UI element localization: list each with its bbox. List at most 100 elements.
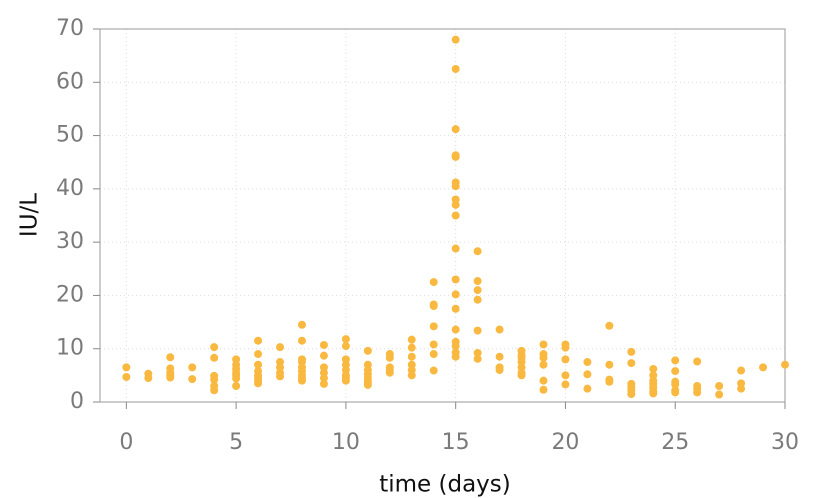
point <box>561 355 570 364</box>
point <box>473 354 482 363</box>
point <box>473 247 482 256</box>
point <box>363 346 372 355</box>
point <box>385 368 394 377</box>
point <box>341 335 350 344</box>
point <box>122 372 131 381</box>
point <box>122 363 131 372</box>
point <box>429 366 438 375</box>
point <box>276 343 285 352</box>
point <box>539 340 548 349</box>
y-tick-label: 0 <box>70 389 84 414</box>
point <box>473 295 482 304</box>
x-tick-label: 15 <box>442 430 470 455</box>
point <box>737 366 746 375</box>
point <box>297 376 306 385</box>
plot-frame <box>99 28 786 403</box>
point <box>781 360 789 369</box>
point <box>715 390 724 399</box>
point <box>627 359 636 368</box>
point <box>451 64 460 73</box>
point <box>583 358 592 367</box>
point <box>649 364 658 373</box>
point <box>451 325 460 334</box>
point <box>715 382 724 391</box>
point <box>232 374 241 383</box>
point <box>429 302 438 311</box>
point <box>297 320 306 329</box>
point <box>363 380 372 389</box>
point <box>254 336 263 345</box>
point <box>451 35 460 44</box>
y-tick-label: 60 <box>56 69 84 94</box>
point <box>451 152 460 161</box>
point <box>539 360 548 369</box>
point <box>429 350 438 359</box>
point <box>451 125 460 134</box>
point <box>583 384 592 393</box>
x-tick-label: 30 <box>771 430 799 455</box>
point <box>561 343 570 352</box>
point <box>495 352 504 361</box>
point <box>188 375 197 384</box>
x-tick-label: 0 <box>119 430 133 455</box>
point <box>451 352 460 361</box>
point <box>341 342 350 351</box>
point <box>539 385 548 394</box>
point <box>605 321 614 330</box>
point <box>583 370 592 379</box>
point <box>627 390 636 399</box>
point <box>451 211 460 220</box>
y-tick-label: 40 <box>56 176 84 201</box>
point <box>605 377 614 386</box>
point <box>473 348 482 357</box>
point <box>210 375 219 384</box>
point <box>451 290 460 299</box>
point <box>693 388 702 397</box>
x-axis-label: time (days) <box>379 472 511 498</box>
point <box>319 340 328 349</box>
point <box>451 304 460 313</box>
point <box>517 371 526 380</box>
point <box>671 388 680 397</box>
point <box>627 347 636 356</box>
point <box>561 380 570 389</box>
point <box>188 363 197 372</box>
point <box>693 357 702 366</box>
point <box>210 353 219 362</box>
x-tick-label: 5 <box>229 430 243 455</box>
x-tick-label: 20 <box>551 430 579 455</box>
point <box>254 350 263 359</box>
point <box>671 380 680 389</box>
point <box>319 351 328 360</box>
point <box>407 352 416 361</box>
y-tick-label: 20 <box>56 282 84 307</box>
point <box>473 326 482 335</box>
point <box>385 353 394 362</box>
point <box>429 278 438 287</box>
point <box>210 343 219 352</box>
point <box>451 182 460 191</box>
y-tick-label: 50 <box>56 123 84 148</box>
point <box>254 379 263 388</box>
y-axis-label: IU/L <box>17 193 43 237</box>
x-tick-label: 25 <box>661 430 689 455</box>
point <box>451 244 460 253</box>
y-tick-label: 70 <box>56 16 84 41</box>
point <box>341 376 350 385</box>
point <box>671 367 680 376</box>
point <box>144 374 153 383</box>
point <box>407 343 416 352</box>
point <box>166 353 175 362</box>
point <box>451 342 460 351</box>
point <box>276 372 285 381</box>
y-tick-label: 10 <box>56 336 84 361</box>
point <box>254 360 263 369</box>
x-tick-label: 10 <box>332 430 360 455</box>
point <box>605 360 614 369</box>
y-tick-label: 30 <box>56 229 84 254</box>
point <box>210 386 219 395</box>
point <box>451 275 460 284</box>
point <box>759 363 768 372</box>
point <box>429 340 438 349</box>
